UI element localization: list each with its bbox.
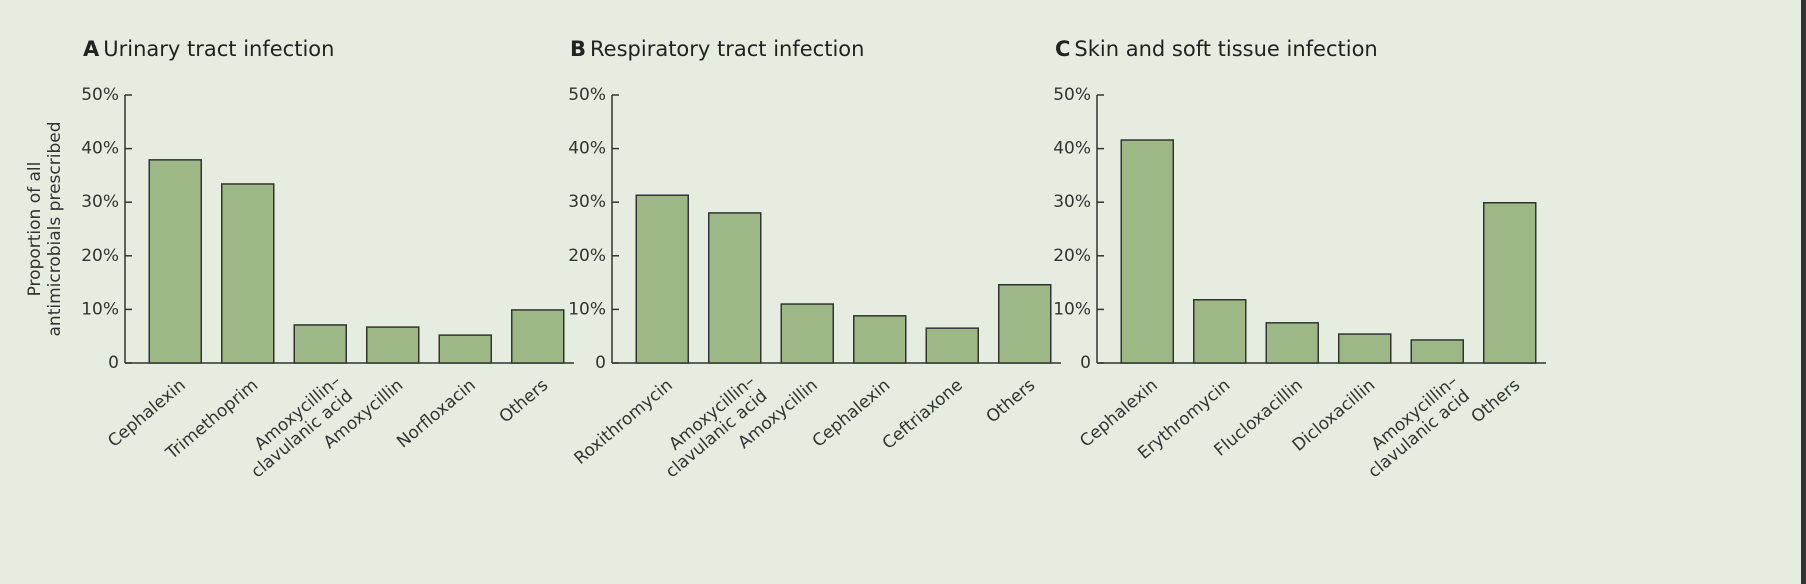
y-tick-label: 40% bbox=[81, 139, 119, 159]
y-tick-label: 10% bbox=[81, 299, 119, 319]
bar bbox=[366, 326, 420, 364]
y-axis-label: Proportion of allantimicrobials prescrib… bbox=[25, 122, 65, 337]
y-tick-label: 30% bbox=[1053, 192, 1091, 212]
bar bbox=[1410, 339, 1464, 364]
bar bbox=[1483, 201, 1537, 364]
bar bbox=[635, 194, 689, 364]
bar bbox=[998, 283, 1052, 364]
bar bbox=[148, 159, 202, 364]
bar bbox=[1193, 299, 1247, 364]
y-tick-label: 30% bbox=[568, 192, 606, 212]
panel-title-text: Skin and soft tissue infection bbox=[1074, 37, 1377, 61]
bar bbox=[221, 183, 275, 364]
frame-edge bbox=[1801, 0, 1806, 584]
y-tick-label: 0 bbox=[1080, 353, 1091, 373]
y-tick-label: 0 bbox=[595, 353, 606, 373]
panel-title: C Skin and soft tissue infection bbox=[1055, 37, 1378, 61]
panel-letter: B bbox=[570, 37, 586, 61]
y-tick-label: 10% bbox=[568, 299, 606, 319]
bar bbox=[1265, 322, 1319, 364]
panel-title: B Respiratory tract infection bbox=[570, 37, 864, 61]
y-tick-label: 50% bbox=[568, 85, 606, 105]
y-tick-label: 20% bbox=[568, 246, 606, 266]
y-tick-label: 40% bbox=[568, 139, 606, 159]
panel-title: A Urinary tract infection bbox=[83, 37, 334, 61]
y-tick-label: 50% bbox=[81, 85, 119, 105]
bar bbox=[438, 334, 492, 364]
y-tick-label: 0 bbox=[108, 353, 119, 373]
bar bbox=[780, 303, 834, 364]
bar bbox=[708, 212, 762, 364]
bar bbox=[925, 327, 979, 364]
panel-letter: A bbox=[83, 37, 100, 61]
y-tick-label: 40% bbox=[1053, 139, 1091, 159]
y-tick-label: 50% bbox=[1053, 85, 1091, 105]
panel-letter: C bbox=[1055, 37, 1070, 61]
bar bbox=[1120, 139, 1174, 364]
y-tick-label: 10% bbox=[1053, 299, 1091, 319]
bar bbox=[1338, 333, 1392, 364]
y-tick-label: 30% bbox=[81, 192, 119, 212]
bar bbox=[853, 315, 907, 364]
y-tick-label: 20% bbox=[1053, 246, 1091, 266]
panel-title-text: Urinary tract infection bbox=[103, 37, 334, 61]
panel-title-text: Respiratory tract infection bbox=[590, 37, 864, 61]
bar bbox=[511, 309, 565, 364]
bar bbox=[293, 324, 347, 364]
y-tick-label: 20% bbox=[81, 246, 119, 266]
